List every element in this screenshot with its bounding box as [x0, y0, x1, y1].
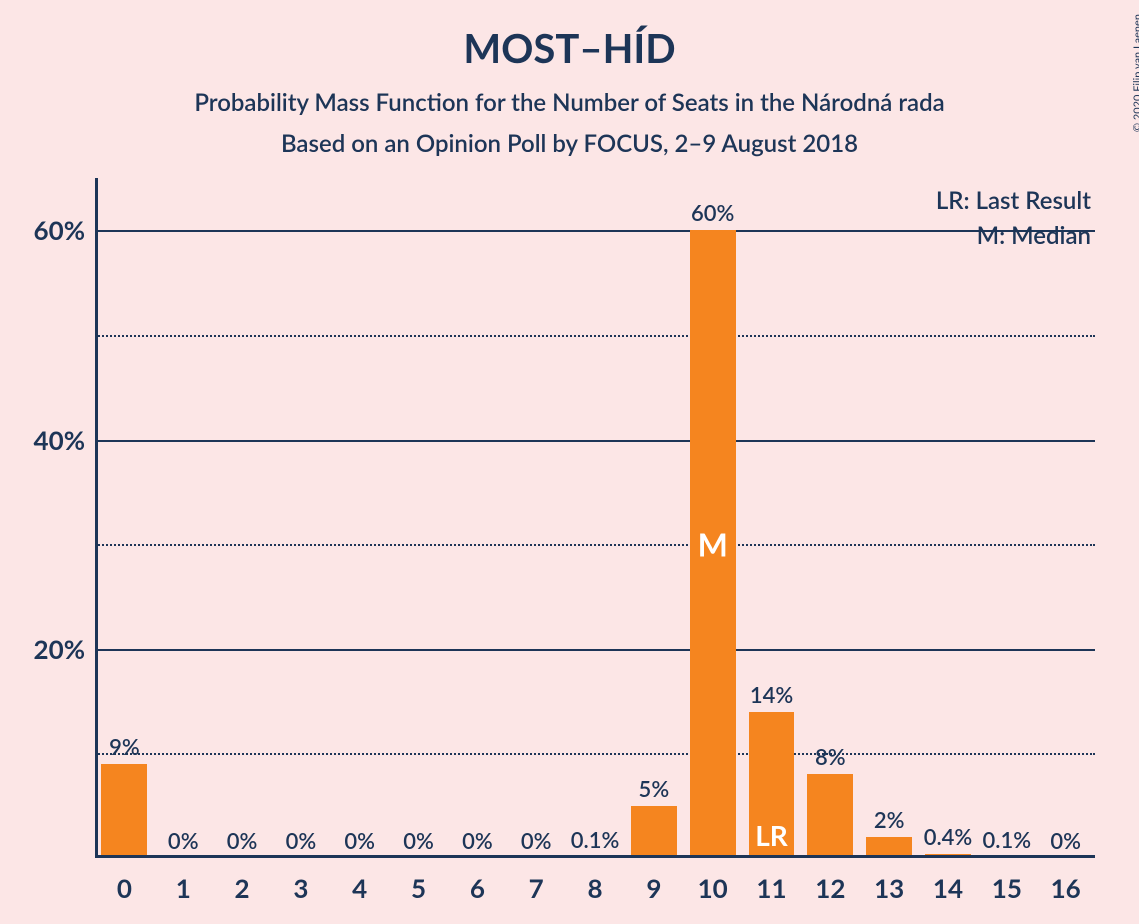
x-axis-tick-label: 16 — [1051, 858, 1081, 904]
x-axis-tick-label: 1 — [176, 858, 191, 904]
bar-slot: 0%5 — [389, 178, 448, 858]
bar-value-label: 0% — [227, 827, 258, 858]
bar-value-label: 8% — [815, 743, 846, 774]
bar-value-label: 9% — [109, 733, 140, 764]
bar-value-label: 0% — [403, 827, 434, 858]
bar-slot: 0%2 — [213, 178, 272, 858]
x-axis-tick-label: 4 — [352, 858, 367, 904]
x-axis-tick-label: 12 — [815, 858, 845, 904]
bar-slot: 0%3 — [271, 178, 330, 858]
bar-slot: 0%6 — [448, 178, 507, 858]
bar-value-label: 60% — [691, 199, 734, 230]
bar-slot: 0.1%8 — [566, 178, 625, 858]
bar: 14%LR — [749, 712, 795, 858]
bar-value-label: 0% — [168, 827, 199, 858]
x-axis-tick-label: 5 — [411, 858, 426, 904]
bars-container: 9%00%10%20%30%40%50%60%70.1%85%960%M1014… — [95, 178, 1095, 858]
bar-slot: 0.1%15 — [977, 178, 1036, 858]
y-axis-tick-label: 60% — [34, 214, 95, 246]
bar: 5% — [631, 806, 677, 858]
x-axis-tick-label: 7 — [529, 858, 544, 904]
bar-slot: 0.4%14 — [919, 178, 978, 858]
bar-slot: 5%9 — [624, 178, 683, 858]
y-axis-tick-label: 20% — [34, 633, 95, 665]
bar-slot: 9%0 — [95, 178, 154, 858]
bar-value-label: 5% — [639, 775, 670, 806]
bar-value-label: 0% — [521, 827, 552, 858]
y-axis-tick-label: 40% — [34, 424, 95, 456]
bar: 9% — [101, 764, 147, 858]
copyright-text: © 2020 Filip van Laenen — [1131, 14, 1139, 132]
bar-value-label: 0.1% — [571, 826, 620, 857]
chart-title: MOST–HÍD — [0, 0, 1139, 72]
chart-subtitle-2: Based on an Opinion Poll by FOCUS, 2–9 A… — [0, 129, 1139, 158]
chart-plot-area: 9%00%10%20%30%40%50%60%70.1%85%960%M1014… — [95, 178, 1095, 858]
bar-slot: 0%4 — [330, 178, 389, 858]
x-axis-tick-label: 10 — [698, 858, 728, 904]
x-axis-tick-label: 13 — [874, 858, 904, 904]
x-axis-tick-label: 9 — [646, 858, 661, 904]
legend-line: LR: Last Result — [936, 186, 1091, 215]
bar-slot: 0%1 — [154, 178, 213, 858]
bar: 8% — [807, 774, 853, 858]
bar-slot: 60%M10 — [683, 178, 742, 858]
x-axis-tick-label: 14 — [933, 858, 963, 904]
bar-value-label: 0% — [1050, 827, 1081, 858]
bar-slot: 2%13 — [860, 178, 919, 858]
bar-slot: 0%16 — [1036, 178, 1095, 858]
bar-value-label: 0% — [286, 827, 317, 858]
x-axis-tick-label: 2 — [235, 858, 250, 904]
bar-value-label: 0% — [344, 827, 375, 858]
bar-slot: 0%7 — [507, 178, 566, 858]
legend: LR: Last Result M: Median — [936, 186, 1091, 256]
x-axis-tick-label: 6 — [470, 858, 485, 904]
x-axis-tick-label: 3 — [293, 858, 308, 904]
x-axis-tick-label: 15 — [992, 858, 1022, 904]
bar: 60%M — [690, 230, 736, 858]
bar: 2% — [866, 837, 912, 858]
bar-slot: 8%12 — [801, 178, 860, 858]
bar-marker: M — [698, 525, 728, 564]
x-axis-tick-label: 11 — [756, 858, 786, 904]
legend-line: M: Median — [936, 221, 1091, 250]
bar-value-label: 14% — [750, 681, 793, 712]
bar-value-label: 2% — [874, 806, 905, 837]
bar-marker: LR — [755, 818, 788, 852]
bar-value-label: 0% — [462, 827, 493, 858]
bar-value-label: 0.1% — [983, 826, 1032, 857]
x-axis-tick-label: 8 — [587, 858, 602, 904]
x-axis-tick-label: 0 — [117, 858, 132, 904]
chart-subtitle-1: Probability Mass Function for the Number… — [0, 88, 1139, 117]
bar-slot: 14%LR11 — [742, 178, 801, 858]
bar-value-label: 0.4% — [924, 823, 973, 854]
